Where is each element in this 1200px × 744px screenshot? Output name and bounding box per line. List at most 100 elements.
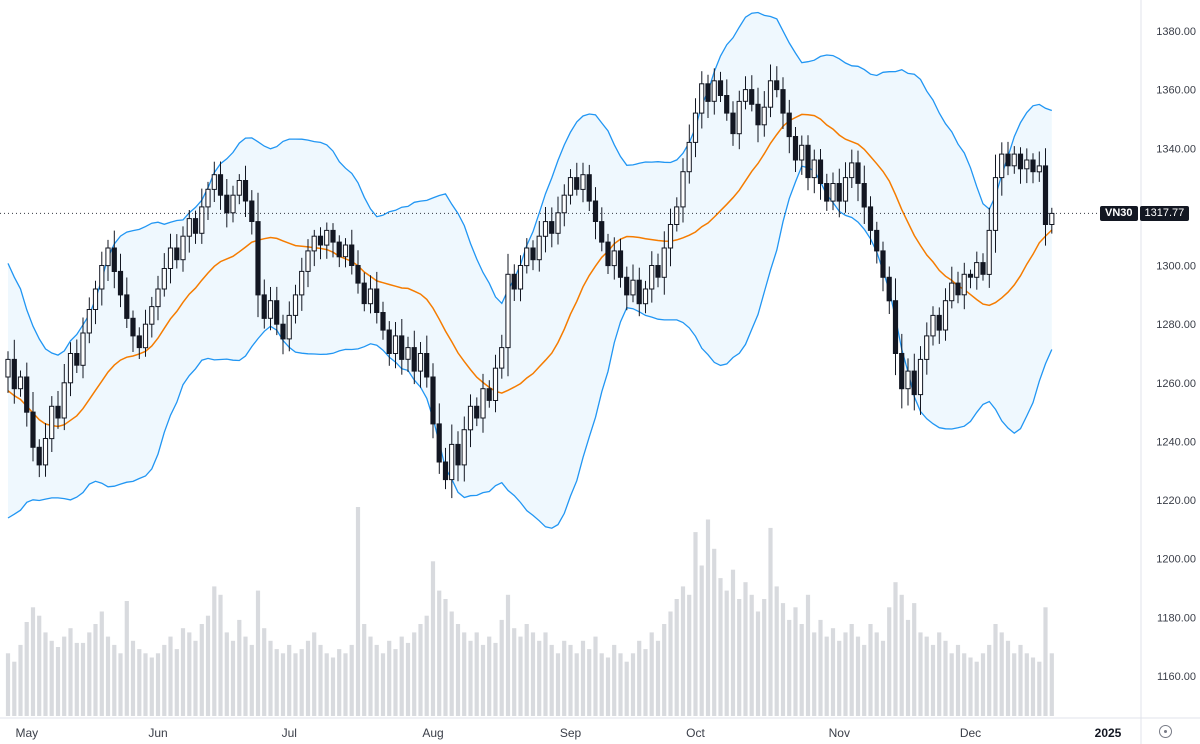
volume-bar [418, 624, 423, 716]
volume-bar [118, 653, 123, 716]
candle-body [105, 247, 111, 267]
volume-bar [287, 644, 292, 716]
volume-bar [587, 649, 592, 716]
volume-bar [180, 628, 186, 716]
candle-body [392, 335, 399, 354]
volume-bar [462, 632, 467, 716]
volume-bar [849, 624, 854, 716]
price-axis-label: 1340.00 [1156, 143, 1196, 155]
price-axis-label: 1220.00 [1156, 495, 1196, 507]
volume-bar [1012, 653, 1017, 716]
volume-bar [480, 644, 486, 716]
candle-body [499, 347, 505, 369]
candle-body [249, 200, 255, 222]
candle-body [811, 159, 817, 179]
candle-body [699, 83, 705, 114]
time-axis-label: Dec [960, 726, 981, 740]
volume-bar [368, 636, 373, 716]
volume-bar [593, 636, 598, 716]
volume-bar [1005, 640, 1011, 716]
candle-body [930, 314, 936, 337]
candle-body [786, 112, 792, 138]
price-axis-label: 1160.00 [1157, 671, 1196, 683]
candle-body [580, 174, 586, 190]
volume-bar [149, 657, 154, 716]
candle-body [11, 358, 17, 390]
volume-bar [24, 622, 29, 716]
volume-bar [774, 586, 779, 716]
volume-bar [237, 619, 242, 716]
candle-body [67, 353, 74, 384]
candle-body [1017, 153, 1024, 170]
candle-body [92, 288, 99, 310]
volume-bar [330, 657, 336, 716]
bollinger-bands [7, 11, 1053, 529]
volume-bar [80, 642, 86, 716]
candle-body [867, 206, 874, 231]
candle-body [711, 80, 717, 102]
candle-body [749, 89, 755, 105]
candle-body [780, 89, 786, 114]
volume-bar [768, 527, 773, 716]
candle-body [842, 177, 849, 202]
candle-body [155, 288, 161, 308]
volume-bar [968, 657, 973, 716]
volume-bar [255, 590, 261, 716]
volume-bar [674, 599, 679, 716]
volume-bar [568, 644, 573, 716]
time-axis[interactable]: May Jun Jul Aug Sep Oct Nov Dec 2025 [15, 726, 1121, 740]
price-axis[interactable]: 1380.00 1360.00 1340.00 1300.00 1280.00 1260.… [1156, 26, 1196, 683]
volume-bar [887, 607, 892, 716]
candle-body [655, 265, 661, 278]
candle-body [161, 268, 167, 290]
candle-body [211, 174, 217, 190]
time-axis-label: May [15, 726, 38, 740]
candle-body [967, 273, 974, 278]
candle-body [905, 370, 911, 390]
axis-settings-icon[interactable] [1159, 725, 1172, 738]
candle-body [936, 314, 942, 331]
candle-body [624, 276, 630, 296]
candle-body [1030, 159, 1036, 173]
candle-body [1049, 212, 1055, 225]
volume-bar [99, 611, 104, 716]
volume-bar [655, 640, 661, 716]
candle-body [986, 229, 992, 275]
volume-bar [43, 632, 48, 716]
candle-body [199, 206, 205, 234]
volume-bar [630, 653, 636, 716]
candle-body [742, 89, 749, 102]
volume-bar [199, 624, 204, 716]
candle-body [455, 443, 461, 466]
volume-bar [243, 636, 248, 716]
candle-body [999, 153, 1005, 179]
volume-bar [405, 642, 411, 716]
candle-body [636, 279, 642, 305]
last-price-value: 1317.77 [1139, 205, 1190, 221]
candle-body [505, 273, 511, 349]
candle-body [736, 100, 742, 135]
candle-body [549, 221, 555, 234]
volume-bar [918, 632, 923, 716]
volume-bar [205, 615, 211, 716]
volume-bar [12, 661, 17, 716]
candle-body [5, 358, 11, 378]
volume-bar [874, 632, 879, 716]
candle-body [55, 405, 61, 419]
volume-bar [818, 619, 823, 716]
candle-body [630, 279, 636, 296]
candle-body [536, 235, 542, 261]
candle-body [436, 423, 442, 463]
candle-body [449, 443, 455, 481]
candle-body [480, 388, 486, 419]
candle-body [667, 224, 674, 249]
candle-body [530, 247, 536, 261]
volume-bar [224, 632, 229, 716]
candle-body [386, 329, 392, 354]
volume-bar [30, 607, 36, 716]
volume-bar [893, 582, 898, 716]
volume-bar [524, 624, 529, 716]
